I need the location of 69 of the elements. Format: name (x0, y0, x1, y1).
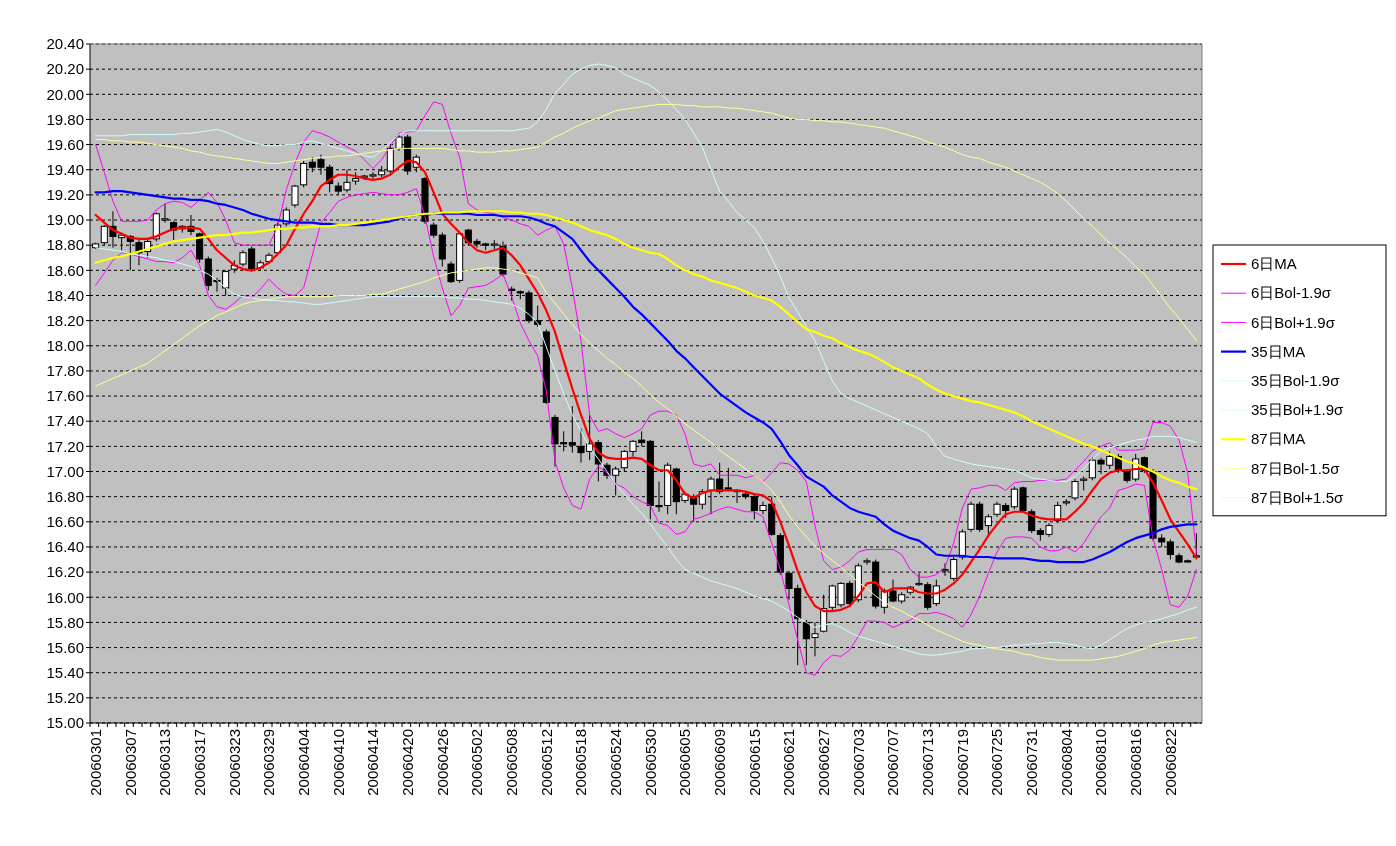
y-tick-label: 18.60 (46, 261, 84, 279)
legend-label: 35日MA (1251, 342, 1306, 360)
x-tick-label: 20060301 (86, 729, 104, 796)
x-tick-label: 20060323 (225, 729, 243, 796)
legend-label: 6日Bol+1.9σ (1251, 313, 1336, 331)
y-tick-label: 20.40 (46, 35, 84, 53)
x-tick-label: 20060307 (121, 729, 139, 796)
x-tick-label: 20060502 (468, 729, 486, 796)
x-tick-label: 20060719 (953, 729, 971, 796)
y-tick-label: 19.40 (46, 160, 84, 178)
legend-label: 87日Bol+1.5σ (1251, 488, 1344, 506)
y-tick-label: 19.60 (46, 135, 84, 153)
y-tick-label: 17.00 (46, 462, 84, 480)
x-tick-label: 20060329 (260, 729, 278, 796)
x-tick-label: 20060404 (294, 729, 312, 796)
x-tick-label: 20060530 (641, 729, 659, 796)
y-tick-label: 18.40 (46, 286, 84, 304)
y-tick-label: 15.60 (46, 638, 84, 656)
y-tick-label: 19.00 (46, 211, 84, 229)
x-tick-label: 20060414 (364, 729, 382, 796)
x-tick-label: 20060713 (918, 729, 936, 796)
x-tick-label: 20060420 (398, 729, 416, 796)
x-tick-label: 20060518 (572, 729, 590, 796)
x-tick-label: 20060524 (606, 729, 624, 796)
x-tick-label: 20060731 (1022, 729, 1040, 796)
x-tick-label: 20060822 (1161, 729, 1179, 796)
x-tick-label: 20060627 (814, 729, 832, 796)
y-tick-label: 17.40 (46, 412, 84, 430)
x-tick-label: 20060810 (1092, 729, 1110, 796)
y-tick-label: 19.20 (46, 186, 84, 204)
y-tick-label: 17.80 (46, 362, 84, 380)
y-tick-label: 16.80 (46, 487, 84, 505)
x-tick-label: 20060725 (988, 729, 1006, 796)
y-tick-label: 16.00 (46, 588, 84, 606)
y-tick-label: 16.40 (46, 538, 84, 556)
y-tick-label: 20.20 (46, 60, 84, 78)
x-tick-label: 20060816 (1126, 729, 1144, 796)
legend-label: 6日MA (1251, 255, 1297, 273)
y-tick-label: 15.00 (46, 714, 84, 732)
legend-label: 35日Bol+1.9σ (1251, 401, 1344, 419)
y-tick-label: 15.20 (46, 689, 84, 707)
x-tick-label: 20060605 (676, 729, 694, 796)
x-tick-label: 20060426 (433, 729, 451, 796)
y-tick-label: 17.60 (46, 387, 84, 405)
x-tick-label: 20060317 (190, 729, 208, 796)
x-tick-label: 20060621 (780, 729, 798, 796)
x-tick-label: 20060313 (156, 729, 174, 796)
x-tick-label: 20060804 (1057, 729, 1075, 796)
y-tick-label: 18.80 (46, 236, 84, 254)
x-tick-label: 20060512 (537, 729, 555, 796)
legend-label: 6日Bol-1.9σ (1251, 284, 1332, 302)
legend-label: 35日Bol-1.9σ (1251, 372, 1341, 390)
x-tick-label: 20060508 (502, 729, 520, 796)
x-tick-label: 20060707 (884, 729, 902, 796)
x-tick-label: 20060609 (710, 729, 728, 796)
y-tick-label: 17.20 (46, 437, 84, 455)
y-tick-label: 16.60 (46, 513, 84, 531)
y-tick-label: 16.20 (46, 563, 84, 581)
y-tick-label: 15.40 (46, 663, 84, 681)
y-tick-label: 19.80 (46, 110, 84, 128)
y-tick-label: 15.80 (46, 613, 84, 631)
y-tick-label: 20.00 (46, 85, 84, 103)
y-tick-label: 18.20 (46, 311, 84, 329)
legend-label: 87日Bol-1.5σ (1251, 459, 1341, 477)
legend-label: 87日MA (1251, 430, 1306, 448)
y-tick-label: 18.00 (46, 337, 84, 355)
x-tick-label: 20060615 (745, 729, 763, 796)
x-tick-label: 20060410 (329, 729, 347, 796)
x-tick-label: 20060703 (849, 729, 867, 796)
